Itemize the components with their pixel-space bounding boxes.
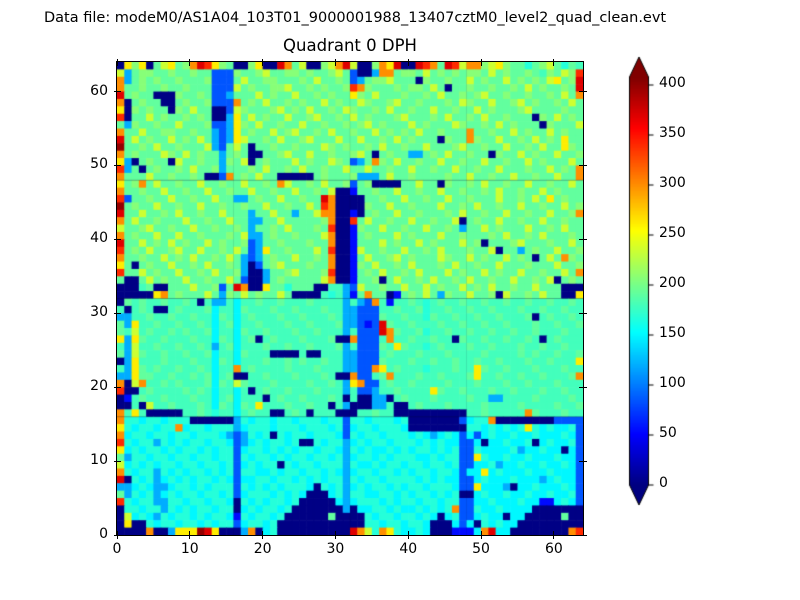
tick-mark: [114, 386, 121, 388]
tick-mark: [114, 460, 121, 462]
tick-mark: [334, 59, 336, 66]
tick-mark: [480, 531, 482, 539]
tick-mark: [262, 531, 264, 539]
y-tick-label: 30: [90, 304, 108, 321]
x-tick-label: 20: [253, 541, 272, 557]
colorbar-tick-label: 250: [659, 225, 686, 241]
colorbar-tick-label: 400: [659, 75, 686, 91]
y-tick-label: 0: [99, 526, 108, 542]
tick-mark: [189, 59, 191, 66]
colorbar-tick-label: 150: [659, 325, 686, 341]
x-tick-label: 40: [399, 541, 418, 557]
tick-mark: [114, 238, 121, 240]
tick-mark: [553, 59, 555, 66]
y-tick-label: 10: [90, 452, 108, 469]
colorbar-tick-label: 0: [659, 475, 668, 491]
x-tick-label: 30: [326, 541, 345, 557]
tick-mark: [579, 164, 587, 166]
x-tick-label: 10: [180, 541, 199, 557]
tick-mark: [579, 386, 587, 388]
tick-mark: [114, 164, 121, 166]
data-file-label: Data file: modeM0/AS1A04_103T01_90000019…: [44, 10, 667, 26]
tick-mark: [114, 534, 121, 536]
x-tick-label: 50: [472, 541, 490, 557]
y-tick-label: 50: [90, 156, 108, 173]
colorbar-tick-label: 200: [659, 275, 686, 291]
tick-mark: [407, 531, 409, 539]
tick-mark: [553, 531, 555, 539]
chart-title: Quadrant 0 DPH: [283, 36, 417, 55]
colorbar-tick-label: 50: [659, 425, 677, 441]
tick-mark: [579, 238, 587, 240]
tick-mark: [579, 312, 587, 314]
colorbar-tick-label: 300: [659, 175, 686, 191]
tick-mark: [480, 59, 482, 66]
colorbar-tick-label: 350: [659, 125, 686, 141]
y-tick-label: 40: [90, 230, 108, 247]
tick-mark: [116, 59, 118, 66]
y-tick-label: 20: [90, 378, 108, 395]
tick-mark: [579, 91, 587, 93]
colorbar-tick-label: 100: [659, 375, 686, 391]
y-tick-label: 60: [90, 82, 108, 99]
tick-mark: [579, 460, 587, 462]
heatmap-canvas: [116, 61, 584, 536]
tick-mark: [114, 312, 121, 314]
x-tick-label: 0: [112, 541, 122, 557]
tick-mark: [189, 531, 191, 539]
colorbar-canvas: [628, 56, 658, 508]
tick-mark: [579, 534, 587, 536]
tick-mark: [114, 91, 121, 93]
x-tick-label: 60: [544, 541, 563, 557]
tick-mark: [334, 531, 336, 539]
tick-mark: [262, 59, 264, 66]
tick-mark: [407, 59, 409, 66]
